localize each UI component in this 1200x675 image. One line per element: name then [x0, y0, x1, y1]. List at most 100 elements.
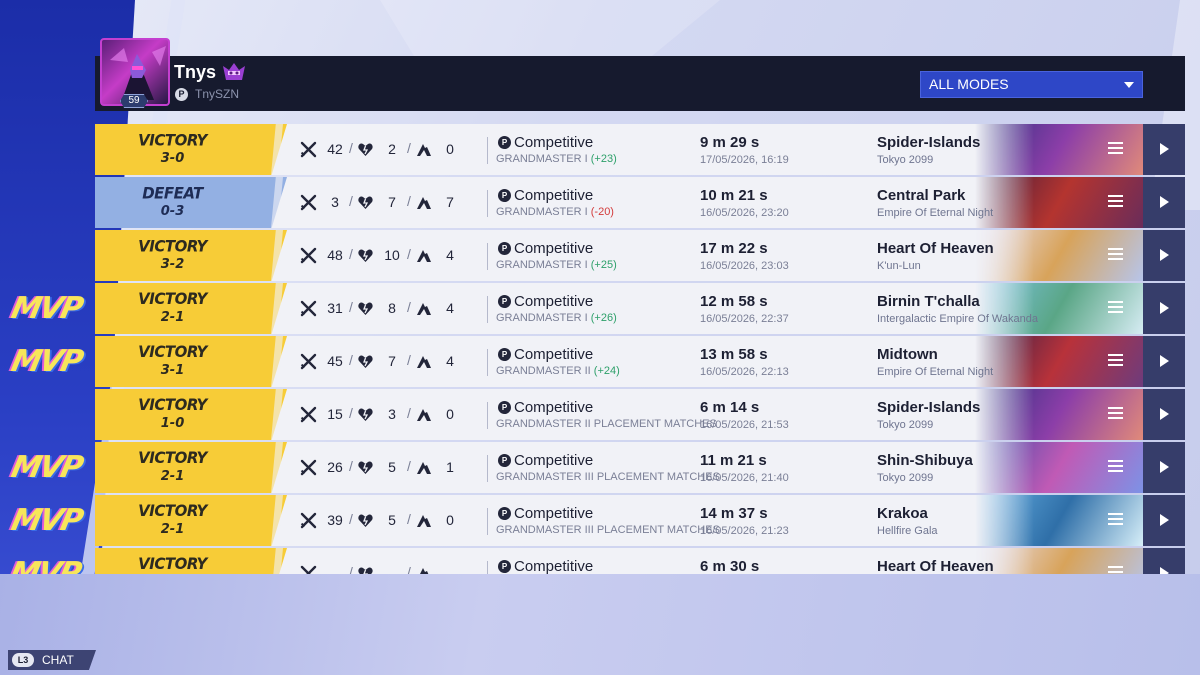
- match-rank: GRANDMASTER II (+24): [496, 365, 620, 377]
- match-row[interactable]: VICTORY 2-1 26 / 5 / 1 P Competitive GRA…: [95, 442, 1185, 493]
- match-score: 2-1: [160, 310, 185, 325]
- map-name: Shin-Shibuya: [877, 452, 973, 469]
- details-menu-icon[interactable]: [1108, 460, 1123, 472]
- replay-play-button[interactable]: [1143, 442, 1185, 493]
- match-result-banner: VICTORY 1-0: [95, 389, 287, 440]
- match-result: VICTORY: [138, 448, 207, 468]
- match-mode: Competitive: [514, 558, 594, 574]
- match-mode: Competitive: [514, 187, 594, 204]
- match-row[interactable]: VICTORY 3-0 42 / 2 / 0 P Competitive GRA…: [95, 124, 1185, 175]
- details-menu-icon[interactable]: [1108, 566, 1123, 574]
- match-duration: 6 m 30 s: [700, 558, 760, 574]
- replay-play-button[interactable]: [1143, 177, 1185, 228]
- map-name: Spider-Islands: [877, 399, 981, 416]
- stat-separator: /: [349, 193, 353, 209]
- stat-separator: /: [407, 140, 411, 156]
- match-result-banner: VICTORY 3-2: [95, 230, 287, 281]
- details-menu-icon[interactable]: [1108, 195, 1123, 207]
- match-result-banner: VICTORY 3-0: [95, 124, 287, 175]
- match-result: VICTORY: [138, 342, 207, 362]
- rank-delta: (+26): [590, 312, 617, 324]
- mode-filter-dropdown[interactable]: ALL MODES: [920, 71, 1143, 98]
- details-menu-icon[interactable]: [1108, 301, 1123, 313]
- details-menu-icon[interactable]: [1108, 248, 1123, 260]
- playstation-icon: P: [498, 401, 511, 414]
- match-datetime: 16/05/2026, 22:37: [700, 313, 789, 325]
- match-result-banner: VICTORY 2-1: [95, 495, 287, 546]
- rank-name: GRANDMASTER III PLACEMENT MATCHES: [496, 471, 720, 483]
- kills-icon: [300, 247, 317, 264]
- assists-icon: [415, 141, 432, 158]
- mvp-badge: MVP: [8, 503, 85, 538]
- replay-play-button[interactable]: [1143, 230, 1185, 281]
- match-duration: 6 m 14 s: [700, 399, 760, 416]
- details-menu-icon[interactable]: [1108, 513, 1123, 525]
- match-row[interactable]: DEFEAT 0-3 3 / 7 / 7 P Competitive GRAND…: [95, 177, 1185, 228]
- replay-play-button[interactable]: [1143, 548, 1185, 574]
- player-handle: TnySZN: [195, 87, 240, 101]
- match-result-banner: VICTORY: [95, 548, 287, 574]
- map-name: Central Park: [877, 187, 966, 204]
- match-duration: 12 m 58 s: [700, 293, 768, 310]
- deaths-value: 5: [388, 512, 396, 528]
- details-menu-icon[interactable]: [1108, 142, 1123, 154]
- deaths-icon: [357, 459, 374, 476]
- replay-play-button[interactable]: [1143, 283, 1185, 334]
- assists-value: 4: [446, 353, 454, 369]
- match-rank: GRANDMASTER III PLACEMENT MATCHES: [496, 524, 720, 536]
- column-divider: [487, 349, 488, 376]
- assists-icon: [415, 565, 432, 574]
- match-result-banner: VICTORY 3-1: [95, 336, 287, 387]
- stat-separator: /: [407, 511, 411, 527]
- map-name: Heart Of Heaven: [877, 558, 994, 574]
- match-history-list[interactable]: VICTORY 3-0 42 / 2 / 0 P Competitive GRA…: [95, 124, 1185, 574]
- assists-icon: [415, 406, 432, 423]
- stat-separator: /: [349, 246, 353, 262]
- match-row[interactable]: VICTORY 3-1 45 / 7 / 4 P Competitive GRA…: [95, 336, 1185, 387]
- rank-name: GRANDMASTER II: [496, 365, 591, 377]
- stat-separator: /: [349, 458, 353, 474]
- stat-separator: /: [349, 405, 353, 421]
- stat-separator: /: [407, 564, 411, 574]
- map-thumbnail: [975, 442, 1143, 493]
- match-rank: GRANDMASTER I (+25): [496, 259, 617, 271]
- match-row[interactable]: VICTORY / / P Competitive 6 m 30 s Heart…: [95, 548, 1185, 574]
- column-divider: [487, 508, 488, 535]
- match-result: VICTORY: [138, 236, 207, 256]
- stat-separator: /: [407, 246, 411, 262]
- assists-icon: [415, 512, 432, 529]
- match-score: 2-1: [160, 469, 185, 484]
- replay-play-button[interactable]: [1143, 124, 1185, 175]
- map-thumbnail: [975, 177, 1143, 228]
- assists-value: 0: [446, 141, 454, 157]
- match-row[interactable]: VICTORY 3-2 48 / 10 / 4 P Competitive GR…: [95, 230, 1185, 281]
- match-mode: Competitive: [514, 346, 594, 363]
- background-bottom: [0, 574, 1200, 675]
- map-thumbnail: [975, 124, 1143, 175]
- map-region: Empire Of Eternal Night: [877, 366, 994, 378]
- details-menu-icon[interactable]: [1108, 407, 1123, 419]
- kills-value: 48: [327, 247, 343, 263]
- assists-icon: [415, 353, 432, 370]
- deaths-icon: [357, 300, 374, 317]
- assists-value: 4: [446, 300, 454, 316]
- match-row[interactable]: VICTORY 2-1 39 / 5 / 0 P Competitive GRA…: [95, 495, 1185, 546]
- replay-play-button[interactable]: [1143, 495, 1185, 546]
- match-duration: 14 m 37 s: [700, 505, 768, 522]
- match-result: DEFEAT: [142, 183, 203, 203]
- match-row[interactable]: VICTORY 2-1 31 / 8 / 4 P Competitive GRA…: [95, 283, 1185, 334]
- kills-icon: [300, 194, 317, 211]
- chevron-down-icon: [1124, 82, 1134, 88]
- mvp-badge: MVP: [10, 556, 83, 574]
- match-result: VICTORY: [138, 130, 207, 150]
- match-result: VICTORY: [138, 501, 207, 521]
- column-divider: [487, 190, 488, 217]
- match-result-banner: DEFEAT 0-3: [95, 177, 287, 228]
- match-row[interactable]: VICTORY 1-0 15 / 3 / 0 P Competitive GRA…: [95, 389, 1185, 440]
- column-divider: [487, 561, 488, 574]
- replay-play-button[interactable]: [1143, 389, 1185, 440]
- details-menu-icon[interactable]: [1108, 354, 1123, 366]
- stat-separator: /: [349, 299, 353, 315]
- map-region: Intergalactic Empire Of Wakanda: [877, 313, 1038, 325]
- replay-play-button[interactable]: [1143, 336, 1185, 387]
